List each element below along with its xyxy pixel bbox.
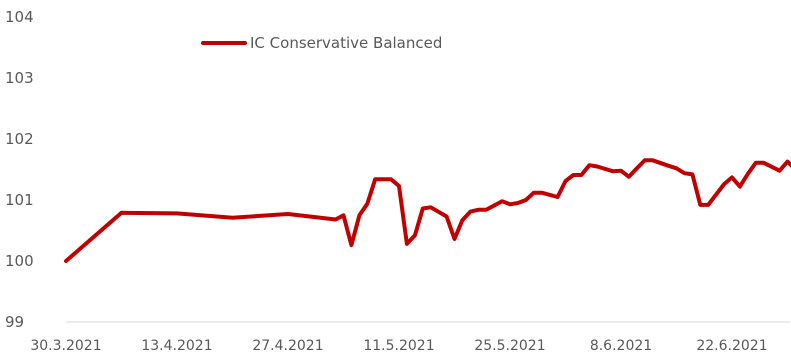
y-tick-label: 104 [5, 8, 34, 26]
y-tick-label: 99 [5, 313, 24, 331]
x-tick-label: 27.4.2021 [252, 338, 323, 354]
x-tick-label: 13.4.2021 [141, 338, 212, 354]
x-axis: 30.3.2021 13.4.2021 27.4.2021 11.5.2021 25.5… [30, 338, 767, 354]
legend-label: IC Conservative Balanced [250, 34, 442, 52]
x-tick-label: 22.6.2021 [696, 338, 767, 354]
series-layer [64, 158, 791, 263]
y-tick-label: 100 [5, 252, 34, 270]
y-axis: 99 100 101 102 103 104 [5, 8, 34, 331]
series-line [64, 158, 791, 263]
legend: IC Conservative Balanced [201, 34, 442, 52]
y-tick-label: 101 [5, 191, 34, 209]
y-tick-label: 103 [5, 69, 34, 87]
y-tick-label: 102 [5, 130, 34, 148]
x-tick-label: 30.3.2021 [30, 338, 101, 354]
x-tick-label: 11.5.2021 [363, 338, 434, 354]
x-tick-label: 25.5.2021 [474, 338, 545, 354]
x-tick-label: 8.6.2021 [590, 338, 652, 354]
